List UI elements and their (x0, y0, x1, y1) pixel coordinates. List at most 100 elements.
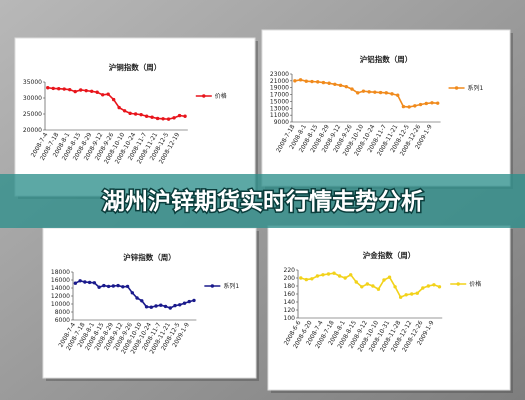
point (367, 90, 371, 94)
point (111, 97, 116, 102)
banner-band (0, 174, 525, 228)
y-tick-label: 21000 (270, 78, 289, 85)
point (144, 114, 149, 118)
point (78, 279, 82, 283)
point (117, 105, 121, 110)
legend-label: 系列1 (468, 84, 484, 92)
point (426, 284, 431, 288)
point (121, 285, 125, 289)
point (46, 86, 50, 90)
chart-title: 沪铝指数（周） (360, 54, 413, 64)
point (95, 90, 99, 94)
y-tick-label: 35000 (23, 79, 42, 86)
y-tick-label: 120 (284, 307, 296, 314)
legend-label: 系列1 (223, 282, 239, 290)
point (384, 91, 388, 95)
y-tick-label: 220 (284, 267, 296, 274)
y-tick-label: 9000 (274, 119, 289, 126)
point (304, 79, 308, 83)
y-tick-label: 200 (284, 275, 296, 282)
point (332, 271, 336, 275)
chart-title: 沪铜指数（周） (109, 62, 162, 72)
panel (14, 37, 256, 197)
point (150, 115, 154, 119)
point (430, 101, 434, 105)
point (168, 306, 172, 310)
point (163, 304, 168, 309)
point (326, 272, 331, 276)
y-tick-label: 11000 (270, 112, 289, 119)
point (393, 285, 397, 289)
point (154, 304, 158, 308)
point (293, 79, 297, 83)
point (97, 285, 101, 289)
point (298, 78, 303, 82)
y-tick-label: 18000 (51, 269, 70, 276)
point (304, 277, 309, 282)
point (100, 93, 105, 97)
point (333, 82, 337, 86)
point (84, 88, 88, 93)
y-tick-label: 12000 (51, 293, 70, 300)
legend-dot (456, 282, 460, 286)
point (354, 280, 358, 284)
point (398, 295, 403, 299)
panel (261, 29, 511, 187)
legend-dot (210, 284, 215, 288)
point (373, 90, 377, 94)
point (139, 112, 143, 117)
point (92, 281, 97, 285)
point (327, 81, 331, 85)
y-tick-label: 23000 (270, 71, 289, 78)
point (396, 93, 400, 97)
point (87, 280, 92, 285)
point (111, 284, 116, 288)
y-tick-label: 25000 (23, 111, 42, 118)
charts: 沪铜指数（周）200002500030000350002008-7-42008-… (14, 29, 513, 393)
point (387, 275, 392, 279)
point (57, 87, 61, 91)
point (140, 299, 144, 303)
y-tick-label: 15000 (270, 98, 289, 105)
chart-panel: 沪铜指数（周）200002500030000350002008-7-42008-… (14, 37, 258, 199)
point (177, 113, 182, 118)
point (321, 273, 325, 277)
legend-label: 价格 (215, 92, 227, 100)
point (159, 303, 163, 307)
point (413, 104, 417, 108)
panel (42, 227, 257, 379)
point (128, 111, 132, 116)
y-tick-label: 30000 (23, 95, 42, 102)
point (68, 87, 72, 92)
point (173, 303, 177, 308)
point (192, 298, 196, 303)
point (371, 284, 375, 288)
point (73, 281, 78, 285)
point (149, 305, 153, 309)
y-tick-label: 180 (284, 283, 296, 290)
point (89, 89, 94, 93)
banner-title: 湖州沪锌期货实时行情走势分析 (102, 188, 424, 215)
legend-dot (202, 94, 206, 98)
point (144, 305, 149, 309)
point (321, 80, 326, 85)
point (432, 283, 436, 287)
point (365, 282, 370, 286)
point (161, 117, 165, 121)
point (418, 102, 423, 107)
point (315, 274, 320, 278)
point (130, 291, 135, 295)
y-tick-label: 8000 (55, 309, 70, 316)
point (155, 116, 160, 121)
y-tick-label: 140 (284, 299, 296, 306)
point (424, 101, 428, 106)
point (390, 92, 394, 96)
point (404, 293, 408, 297)
chart-panel: 沪金指数（周）1001201401601802002202008-6-62008… (267, 225, 513, 393)
point (166, 117, 171, 121)
point (415, 291, 419, 295)
point (125, 284, 130, 289)
y-tick-label: 6000 (55, 317, 70, 324)
point (401, 104, 406, 109)
